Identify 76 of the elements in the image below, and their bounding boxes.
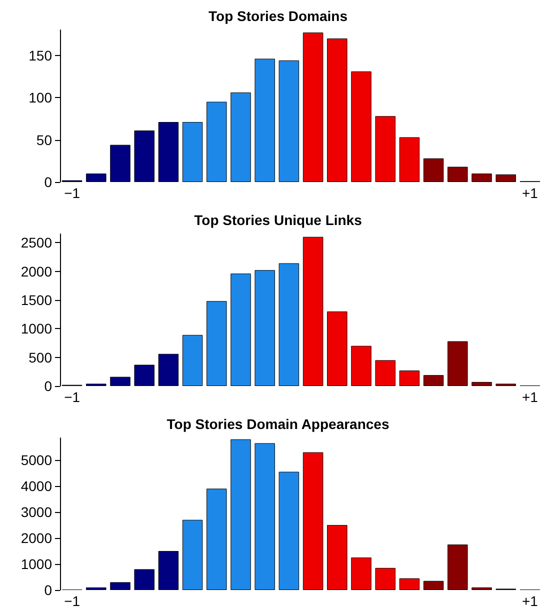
bar xyxy=(206,488,227,590)
bar xyxy=(134,364,154,386)
bar xyxy=(134,130,154,182)
y-tick-label: 1000 xyxy=(20,320,52,337)
bar xyxy=(375,568,396,590)
bar xyxy=(327,38,348,182)
bar xyxy=(158,551,179,590)
bar xyxy=(302,452,324,590)
x-tick-label: −1 xyxy=(64,185,80,201)
y-tick-label: 2500 xyxy=(20,234,52,251)
x-tick-label: −1 xyxy=(64,593,80,609)
bar xyxy=(86,174,106,182)
bar xyxy=(206,301,227,386)
bar xyxy=(230,92,251,182)
chart-title: Top Stories Unique Links xyxy=(194,212,362,228)
bar xyxy=(86,587,106,590)
bar xyxy=(302,236,324,386)
bar xyxy=(351,346,372,386)
bar xyxy=(302,32,324,182)
chart-title: Top Stories Domains xyxy=(208,8,348,24)
bar xyxy=(472,587,492,590)
bar xyxy=(278,60,300,182)
bar xyxy=(110,582,130,590)
bar xyxy=(206,102,227,182)
x-tick-label: −1 xyxy=(64,389,80,405)
y-tick-label: 500 xyxy=(28,349,52,366)
bar xyxy=(158,122,179,182)
bar xyxy=(375,116,396,182)
bar xyxy=(448,544,468,590)
bar xyxy=(423,158,444,182)
x-tick-label: +1 xyxy=(522,185,538,201)
y-tick-label: 0 xyxy=(44,582,52,598)
y-tick-label: 0 xyxy=(44,174,52,190)
bar xyxy=(110,144,130,182)
bar xyxy=(399,137,420,182)
bar xyxy=(254,270,275,386)
chart-title: Top Stories Domain Appearances xyxy=(166,416,390,432)
y-tick-label: 2000 xyxy=(20,263,52,280)
bar xyxy=(496,174,516,182)
x-tick-label: +1 xyxy=(522,593,538,609)
y-tick-label: 4000 xyxy=(20,478,52,494)
bar xyxy=(423,375,444,386)
bar xyxy=(134,569,154,590)
x-tick-label: +1 xyxy=(522,389,538,405)
bar xyxy=(182,520,203,590)
bar xyxy=(399,370,420,386)
bar xyxy=(423,580,444,590)
bar xyxy=(375,360,396,386)
bar xyxy=(230,439,251,590)
bar xyxy=(351,71,372,182)
bar xyxy=(182,122,203,182)
bar xyxy=(158,354,179,386)
y-tick-label: 2000 xyxy=(20,530,52,546)
y-tick-label: 100 xyxy=(28,90,52,106)
y-tick-label: 0 xyxy=(44,378,52,394)
bar xyxy=(448,166,468,182)
y-tick-label: 1000 xyxy=(20,556,52,572)
bar xyxy=(327,311,348,386)
bar xyxy=(278,263,300,386)
y-tick-label: 50 xyxy=(36,132,52,148)
y-tick-label: 150 xyxy=(28,47,52,64)
bar xyxy=(472,174,492,182)
bar xyxy=(182,334,203,386)
bar xyxy=(110,376,130,386)
bar xyxy=(472,382,492,386)
bar xyxy=(278,472,300,590)
y-tick-label: 5000 xyxy=(20,452,52,468)
y-tick-label: 3000 xyxy=(20,504,52,520)
bar xyxy=(399,578,420,590)
bar xyxy=(351,558,372,590)
bar xyxy=(254,443,275,590)
bar xyxy=(448,341,468,386)
bar xyxy=(254,58,275,182)
bar xyxy=(230,274,251,386)
y-tick-label: 1500 xyxy=(20,292,52,308)
bar xyxy=(327,525,348,590)
